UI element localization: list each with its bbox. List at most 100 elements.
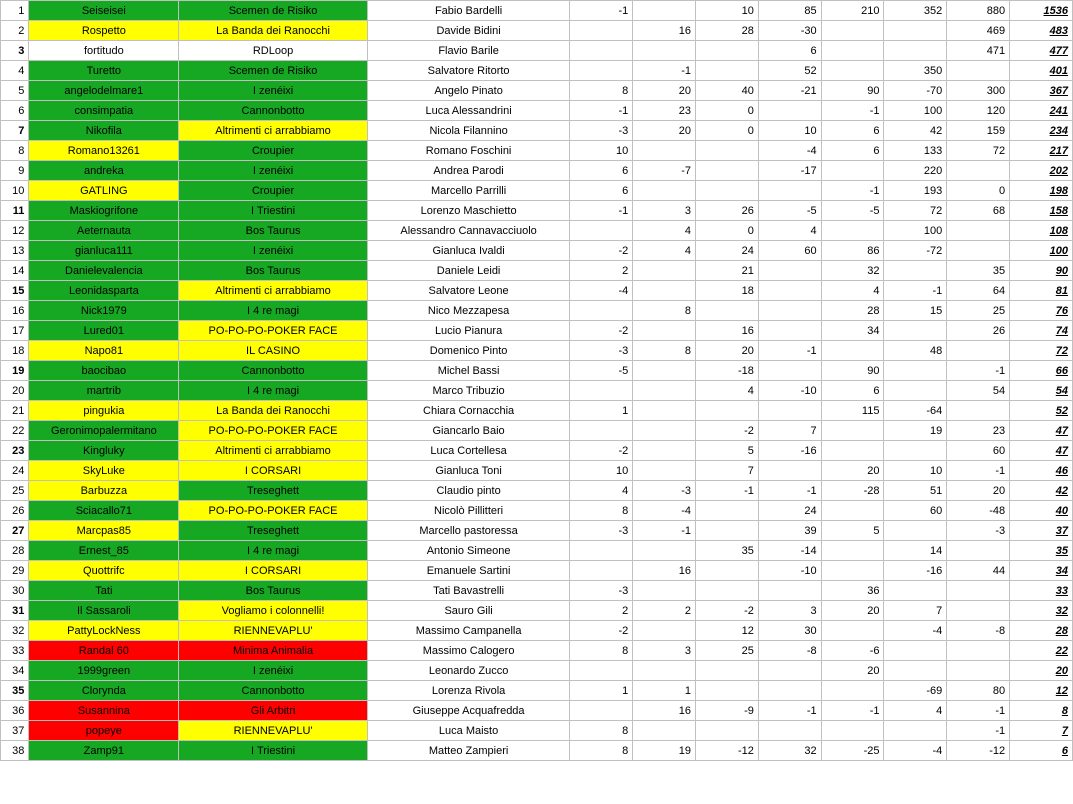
team-cell: PO-PO-PO-POKER FACE [179, 321, 367, 341]
total-cell: 108 [1010, 221, 1073, 241]
person-cell: Alessandro Cannavacciuolo [367, 221, 570, 241]
value-cell [947, 221, 1010, 241]
nick-cell: Marcpas85 [29, 521, 179, 541]
value-cell: -4 [570, 281, 633, 301]
rank-cell: 8 [1, 141, 29, 161]
value-cell: 18 [696, 281, 759, 301]
total-cell: 20 [1010, 661, 1073, 681]
total-cell: 28 [1010, 621, 1073, 641]
value-cell [947, 581, 1010, 601]
total-cell: 76 [1010, 301, 1073, 321]
nick-cell: Barbuzza [29, 481, 179, 501]
value-cell: -1 [947, 721, 1010, 741]
value-cell: 64 [947, 281, 1010, 301]
value-cell: 40 [696, 81, 759, 101]
value-cell [633, 461, 696, 481]
value-cell: 8 [570, 721, 633, 741]
value-cell: 0 [696, 221, 759, 241]
value-cell [570, 541, 633, 561]
table-row: 17Lured01PO-PO-PO-POKER FACELucio Pianur… [1, 321, 1073, 341]
value-cell: 16 [696, 321, 759, 341]
rank-cell: 5 [1, 81, 29, 101]
table-row: 11MaskiogrifoneI TriestiniLorenzo Maschi… [1, 201, 1073, 221]
person-cell: Chiara Cornacchia [367, 401, 570, 421]
rank-cell: 38 [1, 741, 29, 761]
rank-cell: 26 [1, 501, 29, 521]
table-row: 27Marcpas85TreseghettMarcello pastoressa… [1, 521, 1073, 541]
rank-cell: 20 [1, 381, 29, 401]
table-row: 22GeronimopalermitanoPO-PO-PO-POKER FACE… [1, 421, 1073, 441]
value-cell [821, 561, 884, 581]
rank-cell: 19 [1, 361, 29, 381]
nick-cell: Randal 60 [29, 641, 179, 661]
value-cell [633, 401, 696, 421]
value-cell [821, 441, 884, 461]
value-cell: 8 [570, 741, 633, 761]
value-cell: 0 [947, 181, 1010, 201]
value-cell: -4 [884, 741, 947, 761]
value-cell: 7 [696, 461, 759, 481]
value-cell: 30 [758, 621, 821, 641]
rank-cell: 37 [1, 721, 29, 741]
total-cell: 22 [1010, 641, 1073, 661]
nick-cell: Napo81 [29, 341, 179, 361]
value-cell [884, 381, 947, 401]
value-cell: 85 [758, 1, 821, 21]
table-row: 20martribI 4 re magiMarco Tribuzio4-1065… [1, 381, 1073, 401]
value-cell: 4 [633, 221, 696, 241]
value-cell: 60 [758, 241, 821, 261]
value-cell [821, 681, 884, 701]
value-cell: 12 [696, 621, 759, 641]
table-row: 1SeiseiseiScemen de RisikoFabio Bardelli… [1, 1, 1073, 21]
value-cell: 20 [633, 81, 696, 101]
value-cell [821, 161, 884, 181]
value-cell: -2 [570, 321, 633, 341]
value-cell [947, 161, 1010, 181]
nick-cell: Sciacallo71 [29, 501, 179, 521]
value-cell [884, 721, 947, 741]
value-cell: 3 [633, 641, 696, 661]
person-cell: Salvatore Leone [367, 281, 570, 301]
team-cell: I zenéixi [179, 241, 367, 261]
value-cell: -1 [633, 61, 696, 81]
rank-cell: 34 [1, 661, 29, 681]
value-cell: -1 [821, 701, 884, 721]
table-row: 38Zamp91I TriestiniMatteo Zampieri819-12… [1, 741, 1073, 761]
value-cell [821, 721, 884, 741]
value-cell [758, 281, 821, 301]
nick-cell: andreka [29, 161, 179, 181]
value-cell: 6 [570, 161, 633, 181]
table-row: 8Romano13261CroupierRomano Foschini10-46… [1, 141, 1073, 161]
value-cell: 28 [696, 21, 759, 41]
value-cell [633, 721, 696, 741]
value-cell: -48 [947, 501, 1010, 521]
total-cell: 12 [1010, 681, 1073, 701]
value-cell [696, 301, 759, 321]
value-cell: 1 [570, 681, 633, 701]
value-cell: 80 [947, 681, 1010, 701]
rank-cell: 23 [1, 441, 29, 461]
table-row: 10GATLINGCroupierMarcello Parrilli6-1193… [1, 181, 1073, 201]
team-cell: Altrimenti ci arrabbiamo [179, 441, 367, 461]
team-cell: Scemen de Risiko [179, 61, 367, 81]
value-cell: 72 [947, 141, 1010, 161]
person-cell: Davide Bidini [367, 21, 570, 41]
team-cell: I zenéixi [179, 81, 367, 101]
value-cell: 34 [821, 321, 884, 341]
total-cell: 7 [1010, 721, 1073, 741]
rank-cell: 14 [1, 261, 29, 281]
person-cell: Romano Foschini [367, 141, 570, 161]
total-cell: 483 [1010, 21, 1073, 41]
nick-cell: Clorynda [29, 681, 179, 701]
team-cell: Bos Taurus [179, 261, 367, 281]
value-cell [758, 181, 821, 201]
value-cell [758, 361, 821, 381]
value-cell: -30 [758, 21, 821, 41]
value-cell [633, 381, 696, 401]
nick-cell: PattyLockNess [29, 621, 179, 641]
value-cell: -70 [884, 81, 947, 101]
value-cell: 54 [947, 381, 1010, 401]
value-cell: 48 [884, 341, 947, 361]
total-cell: 66 [1010, 361, 1073, 381]
value-cell: 4 [696, 381, 759, 401]
